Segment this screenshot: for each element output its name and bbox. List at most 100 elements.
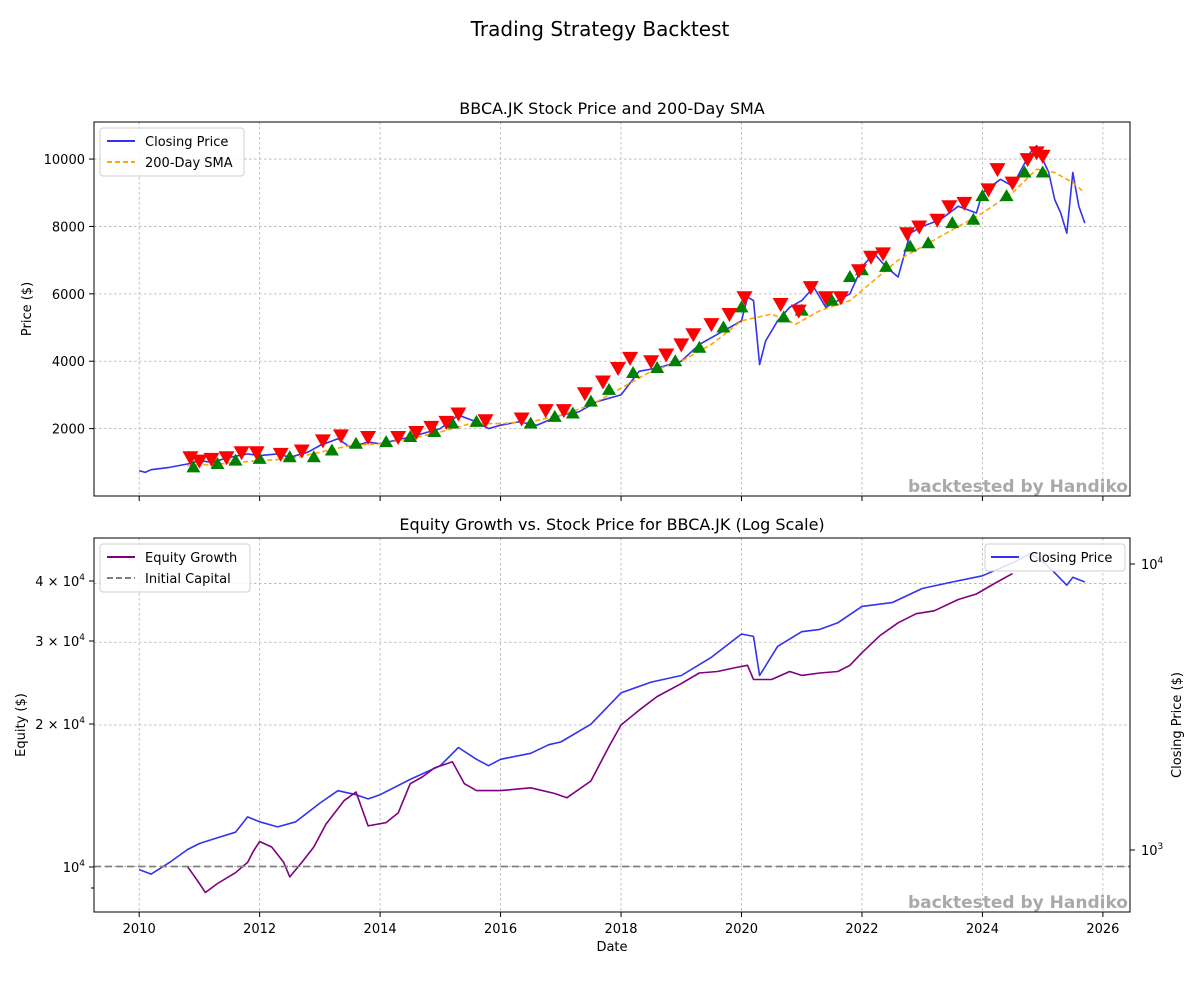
- buy-signal-marker: [306, 450, 321, 463]
- equity-chart-x-ticks: 2010 2012 2014 2016 2018 2020 2022 2024 2026: [123, 912, 1119, 937]
- buy-signal-marker: [547, 409, 562, 422]
- sell-signal-marker: [537, 404, 554, 419]
- sell-signal-marker: [1034, 149, 1051, 164]
- legend-initial-capital: Initial Capital: [145, 572, 231, 587]
- sell-signal-marker: [423, 420, 440, 435]
- sell-signal-marker: [980, 183, 997, 198]
- x-tick-label: 2012: [243, 922, 276, 937]
- buy-signal-marker: [379, 435, 394, 448]
- buy-signal-marker: [734, 300, 749, 313]
- sma-line: [187, 168, 1086, 467]
- buy-signal-marker: [186, 460, 201, 473]
- closing-y-tick-label: 103: [1141, 842, 1163, 859]
- sell-signal-marker: [673, 338, 690, 353]
- sell-signal-marker: [875, 247, 892, 262]
- legend-closing-price: Closing Price: [145, 135, 228, 150]
- legend-equity: Equity Growth: [145, 551, 237, 566]
- buy-signal-marker: [403, 430, 418, 443]
- sell-signal-marker: [736, 291, 753, 306]
- buy-signal-marker: [966, 212, 981, 225]
- x-tick-label: 2014: [364, 922, 397, 937]
- sell-signal-marker: [610, 361, 627, 376]
- buy-signal-marker: [1017, 165, 1032, 178]
- x-tick-label: 2022: [845, 922, 878, 937]
- buy-signal-marker: [523, 416, 538, 429]
- price-y-tick-label: 6000: [52, 288, 85, 303]
- sell-signal-marker: [390, 431, 407, 446]
- equity-y-tick-label: 4 × 104: [35, 573, 85, 590]
- sell-signal-marker: [272, 447, 289, 462]
- sell-signal-marker: [450, 407, 467, 422]
- sell-signal-marker: [513, 412, 530, 427]
- closing-price-line: [138, 144, 1086, 474]
- sell-signal-marker: [314, 434, 331, 449]
- sell-signal-marker: [594, 375, 611, 390]
- closing-price-legend: Closing Price: [984, 543, 1126, 572]
- buy-signal-marker: [282, 450, 297, 463]
- buy-signal-marker: [945, 216, 960, 229]
- price-chart-title: BBCA.JK Stock Price and 200-Day SMA: [459, 99, 765, 118]
- buy-signal-marker: [903, 239, 918, 252]
- price-y-tick-label: 10000: [44, 153, 85, 168]
- sell-signal-marker: [658, 348, 675, 363]
- equity-y-tick-label: 2 × 104: [35, 716, 85, 733]
- buy-signal-marker: [668, 354, 683, 367]
- buy-signal-marker: [842, 269, 857, 282]
- price-legend-box: [99, 127, 245, 177]
- sell-signal-marker: [863, 250, 879, 265]
- sell-signal-marker: [248, 446, 265, 461]
- buy-signal-marker: [324, 443, 339, 456]
- buy-signal-marker: [210, 456, 225, 469]
- sell-signal-marker: [218, 451, 235, 466]
- sell-signal-marker: [1004, 176, 1021, 191]
- equity-chart-title: Equity Growth vs. Stock Price for BBCA.J…: [399, 515, 824, 534]
- buy-signal-marker: [824, 293, 839, 306]
- sell-signal-marker: [989, 163, 1006, 178]
- x-tick-label: 2026: [1086, 922, 1119, 937]
- buy-signal-marker: [879, 259, 894, 272]
- sell-signal-marker: [790, 304, 807, 319]
- buy-signal-marker: [716, 320, 731, 333]
- sell-signal-marker: [850, 264, 867, 279]
- price-y-tick-label: 4000: [52, 355, 85, 370]
- buy-signal-marker: [975, 189, 990, 202]
- sell-signal-marker: [576, 387, 593, 402]
- sell-signal-marker: [293, 444, 310, 459]
- sell-signal-marker: [203, 452, 220, 467]
- equity-chart-y-ticks: 104 2 × 104 3 × 104 4 × 104: [35, 573, 94, 889]
- equity-chart-y-label: Equity ($): [14, 693, 29, 757]
- sell-signal-marker: [941, 200, 958, 215]
- equity-y-tick-label: 3 × 104: [35, 633, 85, 650]
- buy-signal-marker: [349, 436, 364, 449]
- sell-signal-marker: [622, 351, 639, 366]
- equity-growth-line: [186, 572, 1013, 894]
- buy-signal-marker: [228, 453, 243, 466]
- sell-signal-marker: [817, 291, 834, 306]
- x-tick-label: 2016: [484, 922, 517, 937]
- buy-signal-marker: [776, 310, 791, 323]
- price-chart-legend: Closing Price 200-Day SMA: [99, 127, 245, 177]
- equity-chart-legend: Equity Growth Initial Capital: [99, 543, 251, 593]
- sell-signal-marker: [233, 446, 250, 461]
- sell-signal-marker: [703, 318, 720, 333]
- price-chart-y-label: Price ($): [20, 282, 35, 336]
- buy-signal-marker: [921, 236, 936, 249]
- watermark-bottom: backtested by Handiko: [908, 893, 1128, 913]
- price-chart-frame: [93, 121, 1131, 497]
- sell-signal-marker: [191, 454, 208, 469]
- equity-chart-series: [94, 552, 1130, 894]
- closing-legend-box: [984, 543, 1126, 572]
- x-tick-label: 2010: [123, 922, 156, 937]
- legend-sma: 200-Day SMA: [145, 156, 233, 171]
- legend-closing-price-2: Closing Price: [1029, 551, 1112, 566]
- price-chart: BBCA.JK Stock Price and 200-Day SMA back…: [20, 99, 1131, 501]
- price-chart-series: [138, 144, 1086, 474]
- closing-price-line-log: [138, 552, 1086, 875]
- sell-signal-marker: [802, 281, 819, 296]
- sell-signal-marker: [685, 328, 702, 343]
- price-chart-y-ticks: 2000 4000 6000 8000 10000: [44, 153, 94, 438]
- equity-chart-frame: [93, 537, 1131, 913]
- price-chart-grid: [94, 122, 1130, 496]
- buy-signal-marker: [445, 416, 460, 429]
- sell-signal-marker: [911, 220, 928, 235]
